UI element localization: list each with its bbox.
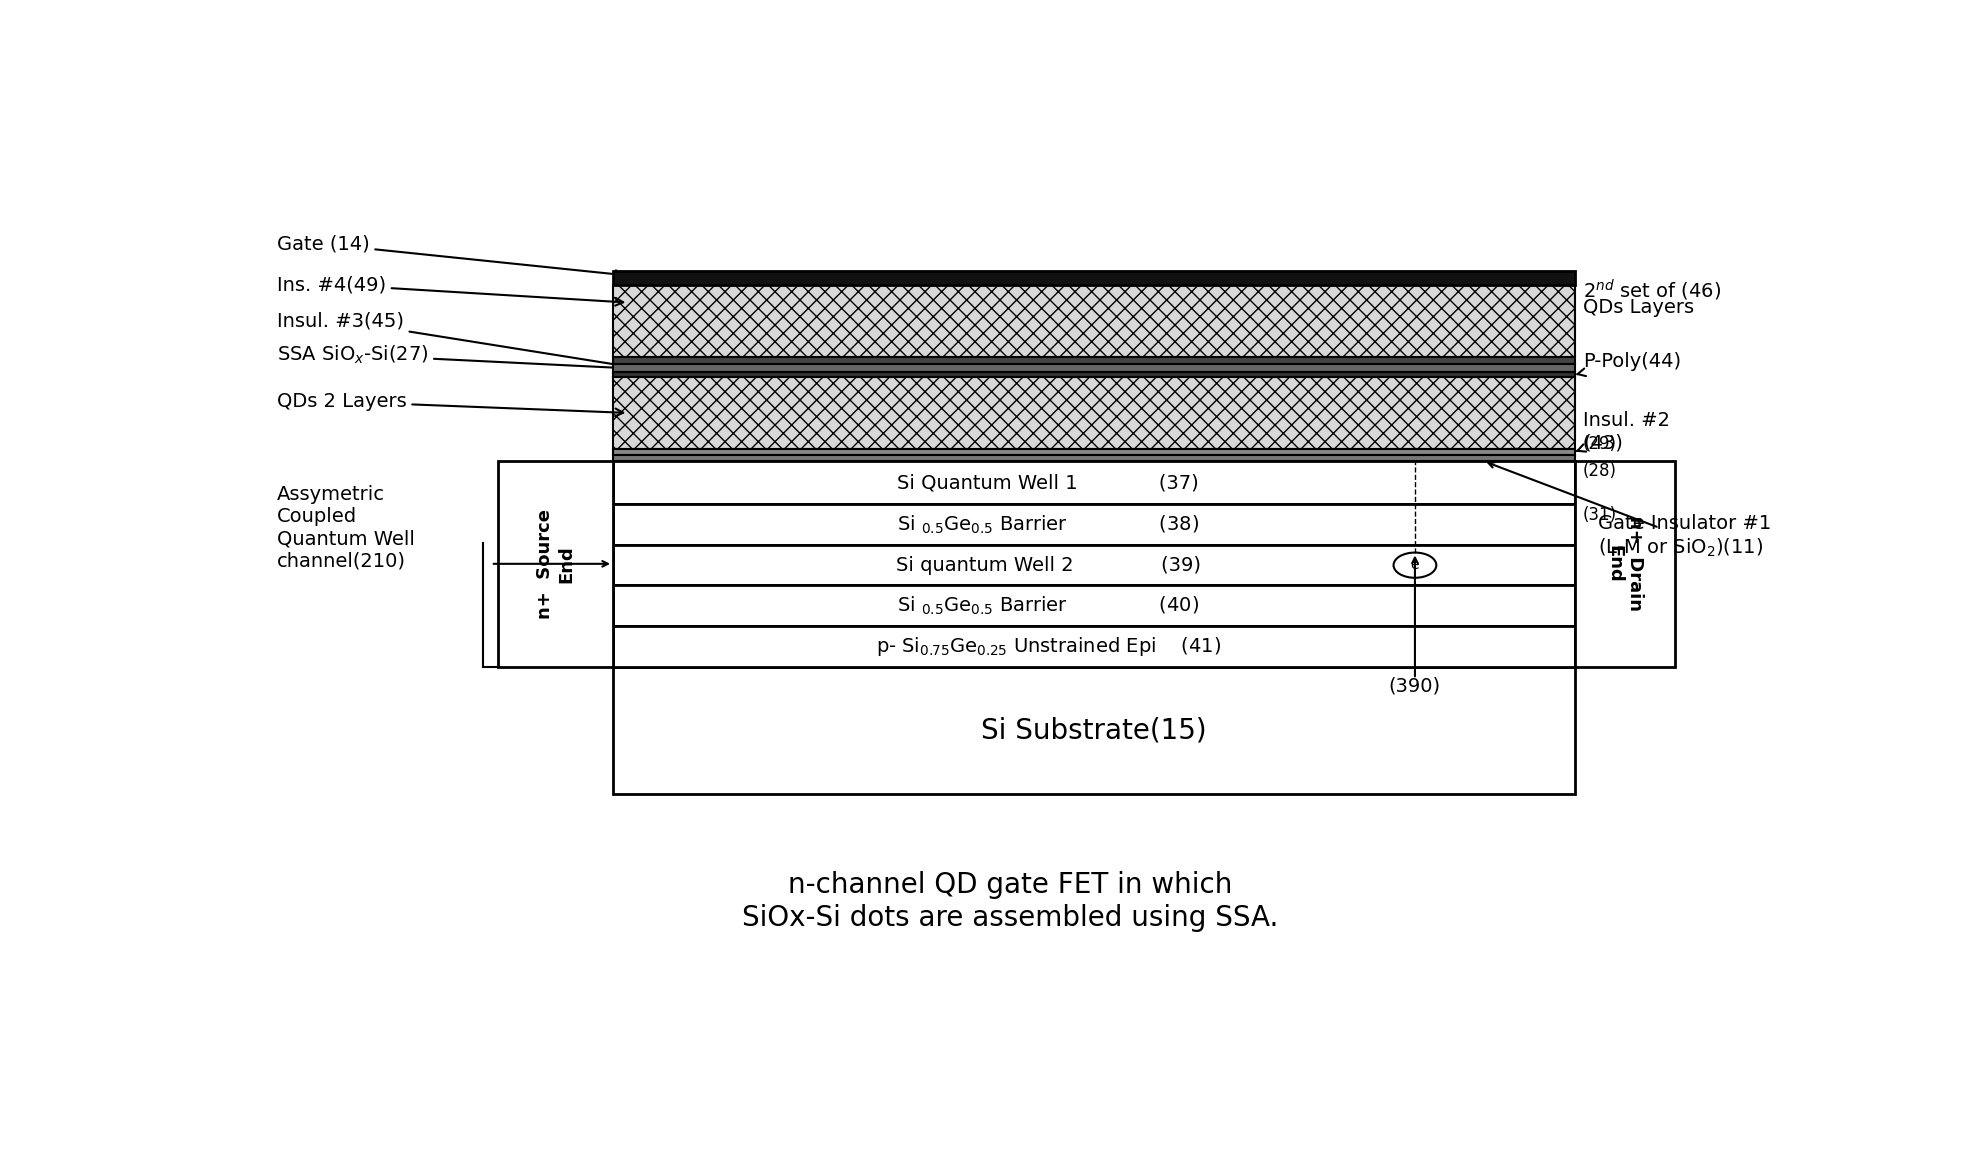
Bar	[613, 271, 1575, 284]
Text: n+  Source
End: n+ Source End	[536, 509, 576, 619]
Text: p- Si$_{0.75}$Ge$_{0.25}$ Unstrained Epi    (41): p- Si$_{0.75}$Ge$_{0.25}$ Unstrained Epi…	[875, 635, 1220, 658]
Text: 2$^{nd}$ set of (46): 2$^{nd}$ set of (46)	[1583, 278, 1721, 303]
Text: n+  Drain
End: n+ Drain End	[1606, 516, 1644, 611]
Text: Assymetric
Coupled
Quantum Well
channel(210): Assymetric Coupled Quantum Well channel(…	[276, 486, 414, 570]
Bar	[613, 455, 1575, 461]
Bar	[613, 357, 1575, 364]
Bar	[613, 364, 1575, 372]
Text: QDs 2 Layers: QDs 2 Layers	[276, 392, 623, 417]
Bar	[1575, 461, 1675, 667]
Text: Insul. #2
(43): Insul. #2 (43)	[1577, 412, 1669, 453]
Bar	[613, 545, 1575, 585]
Text: Si $_{0.5}$Ge$_{0.5}$ Barrier               (38): Si $_{0.5}$Ge$_{0.5}$ Barrier (38)	[897, 514, 1200, 536]
Text: Insul. #3(45): Insul. #3(45)	[276, 311, 623, 369]
Text: (390): (390)	[1390, 677, 1441, 696]
Text: Si Quantum Well 1             (37): Si Quantum Well 1 (37)	[897, 473, 1198, 493]
Text: n-channel QD gate FET in which
SiOx-Si dots are assembled using SSA.: n-channel QD gate FET in which SiOx-Si d…	[741, 872, 1279, 931]
Text: (29): (29)	[1583, 435, 1616, 453]
Text: (28): (28)	[1583, 462, 1616, 480]
Text: Si Substrate(15): Si Substrate(15)	[982, 716, 1206, 744]
Bar	[613, 667, 1575, 793]
Text: (31): (31)	[1583, 507, 1616, 524]
Text: P-Poly(44): P-Poly(44)	[1577, 352, 1681, 376]
Bar	[499, 461, 613, 667]
Text: Si $_{0.5}$Ge$_{0.5}$ Barrier               (40): Si $_{0.5}$Ge$_{0.5}$ Barrier (40)	[897, 594, 1200, 617]
Text: QDs Layers: QDs Layers	[1583, 298, 1695, 317]
Bar	[613, 504, 1575, 545]
Text: Gate (14): Gate (14)	[276, 234, 623, 278]
Bar	[613, 378, 1575, 448]
Bar	[613, 372, 1575, 378]
Bar	[613, 448, 1575, 455]
Text: Si quantum Well 2              (39): Si quantum Well 2 (39)	[897, 556, 1200, 574]
Bar	[613, 626, 1575, 667]
Text: Ins. #4(49): Ins. #4(49)	[276, 275, 623, 305]
Bar	[613, 585, 1575, 626]
Text: SSA SiO$_x$-Si(27): SSA SiO$_x$-Si(27)	[276, 344, 623, 372]
Text: e: e	[1411, 558, 1419, 572]
Bar	[613, 461, 1575, 504]
Bar	[613, 284, 1575, 357]
Text: Gate Insulator #1
(L-M or SiO$_2$)(11): Gate Insulator #1 (L-M or SiO$_2$)(11)	[1598, 515, 1772, 559]
